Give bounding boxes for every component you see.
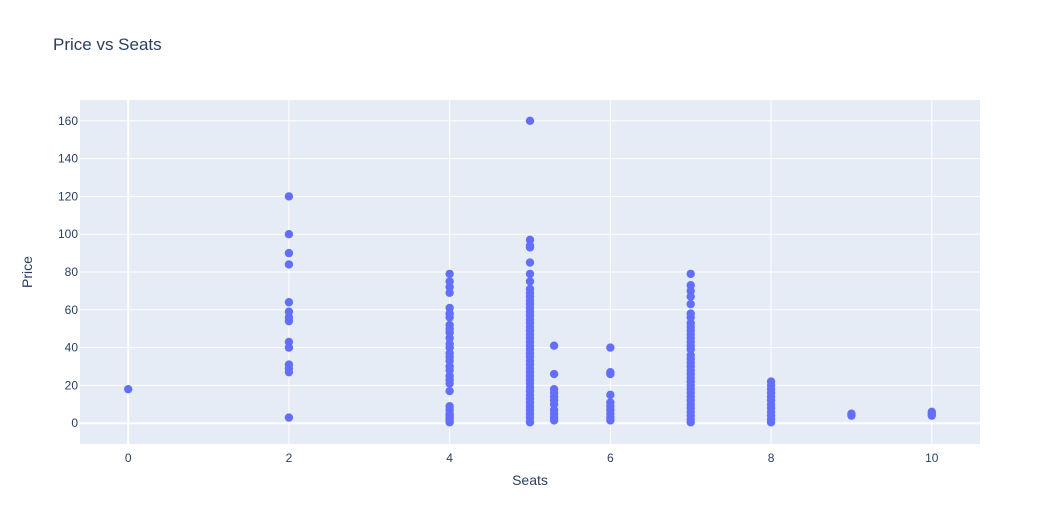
data-point <box>445 288 454 297</box>
x-tick-label: 0 <box>125 451 132 465</box>
data-point <box>284 192 294 201</box>
data-point <box>525 243 535 252</box>
x-axis-title: Seats <box>512 472 548 488</box>
data-point <box>445 418 454 427</box>
data-points <box>124 116 936 427</box>
y-axis-title: Price <box>19 256 35 288</box>
y-tick-label: 100 <box>58 227 78 241</box>
data-point <box>606 416 615 425</box>
data-point <box>284 248 294 258</box>
data-point <box>686 418 695 427</box>
data-point <box>445 379 454 388</box>
data-point <box>927 411 936 420</box>
y-tick-label: 0 <box>71 416 78 430</box>
data-point <box>284 229 294 239</box>
data-point <box>549 369 559 379</box>
data-point <box>606 390 615 400</box>
data-point <box>549 341 559 350</box>
data-point <box>284 260 294 269</box>
data-point <box>525 258 535 267</box>
y-tick-label: 20 <box>65 378 79 392</box>
y-tick-label: 120 <box>58 189 78 203</box>
data-point <box>606 369 615 379</box>
y-tick-label: 140 <box>58 152 78 166</box>
data-point <box>525 116 535 125</box>
data-point <box>686 292 695 301</box>
y-tick-label: 160 <box>58 114 78 128</box>
x-tick-label: 2 <box>286 451 293 465</box>
data-point <box>284 367 294 377</box>
data-point <box>445 313 454 322</box>
data-point <box>606 343 615 352</box>
data-point <box>445 386 454 396</box>
data-point <box>124 384 133 394</box>
x-tick-label: 8 <box>768 451 775 465</box>
data-point <box>284 413 294 422</box>
chart-title: Price vs Seats <box>53 35 162 54</box>
data-point <box>549 416 559 425</box>
x-tick-label: 4 <box>446 451 453 465</box>
data-point <box>445 269 454 279</box>
data-point <box>686 269 695 279</box>
data-point <box>284 316 294 326</box>
data-point <box>525 269 535 279</box>
y-tick-label: 40 <box>65 341 79 355</box>
data-point <box>284 343 294 352</box>
data-point <box>686 299 695 309</box>
y-tick-label: 80 <box>65 265 79 279</box>
data-point <box>284 298 294 307</box>
x-tick-label: 10 <box>925 451 939 465</box>
x-tick-label: 6 <box>607 451 614 465</box>
y-axis-ticks: 0 20 40 60 80 100 120 140 160 <box>58 114 78 430</box>
data-point <box>525 277 535 286</box>
y-tick-label: 60 <box>65 303 79 317</box>
data-point <box>766 418 776 427</box>
data-point <box>847 411 856 420</box>
x-axis-ticks: 0 2 4 6 8 10 <box>125 451 939 465</box>
data-point <box>525 418 535 427</box>
